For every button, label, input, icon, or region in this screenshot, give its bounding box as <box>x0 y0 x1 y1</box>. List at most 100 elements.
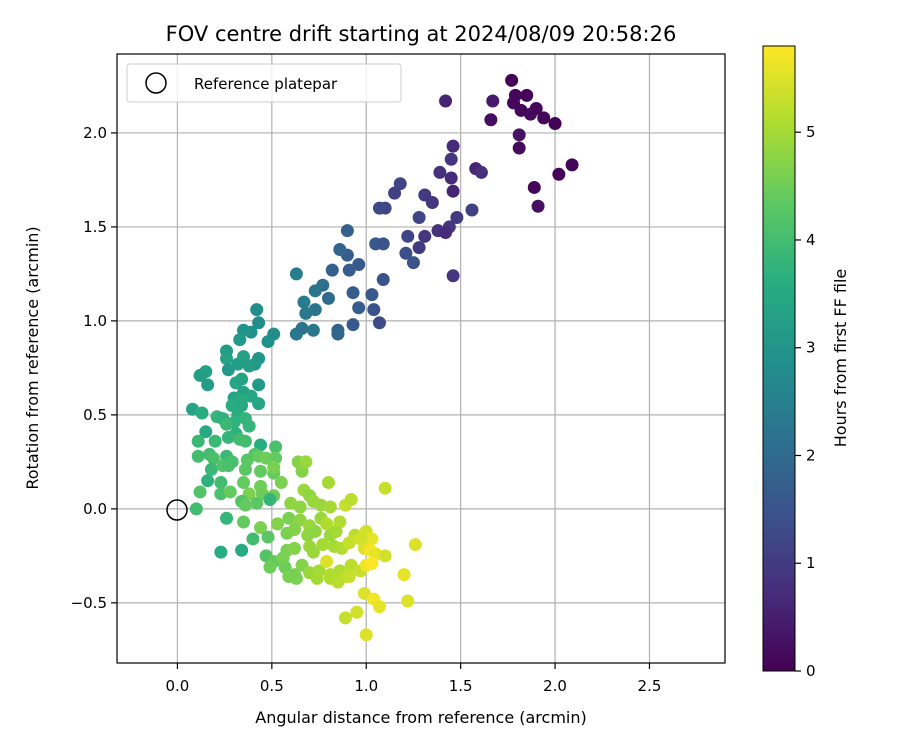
scatter-point <box>301 528 315 542</box>
scatter-point <box>444 171 458 185</box>
colorbar-gradient <box>762 45 796 672</box>
scatter-point <box>274 476 288 490</box>
scatter-point <box>193 368 207 382</box>
scatter-point <box>357 586 371 600</box>
scatter-point <box>289 571 303 585</box>
scatter-point <box>401 229 415 243</box>
scatter-point <box>512 128 526 142</box>
scatter-point <box>195 406 209 420</box>
scatter-point <box>206 451 220 465</box>
scatter-point <box>237 515 251 529</box>
scatter-point <box>548 117 562 131</box>
scatter-point <box>474 165 488 179</box>
scatter-point <box>333 242 347 256</box>
scatter-point <box>320 555 334 568</box>
scatter-point <box>233 333 247 347</box>
scatter-point <box>446 269 460 283</box>
scatter-point <box>342 263 356 277</box>
data-points <box>186 73 579 642</box>
y-tick-label: 0.0 <box>83 500 107 518</box>
scatter-point <box>191 434 205 448</box>
x-tick-label: 0.5 <box>260 677 284 695</box>
scatter-point <box>221 459 235 473</box>
plot-frame <box>116 53 726 664</box>
scatter-point <box>331 575 345 589</box>
scatter-point <box>293 513 307 527</box>
scatter-point <box>320 517 334 531</box>
scatter-point <box>527 180 541 194</box>
scatter-point <box>214 476 228 490</box>
scatter-point <box>342 570 356 584</box>
scatter-point <box>242 359 256 373</box>
scatter-point <box>537 111 551 125</box>
reference-platepar-marker <box>166 499 188 521</box>
scatter-point <box>323 500 337 514</box>
scatter-point <box>552 167 566 181</box>
scatter-point <box>282 511 296 525</box>
y-tick-label: 2.0 <box>83 124 107 142</box>
colorbar-tick-label: 3 <box>806 339 816 357</box>
scatter-point <box>220 417 234 431</box>
scatter-point <box>306 545 320 559</box>
scatter-point <box>214 545 228 559</box>
colorbar-tick-label: 2 <box>806 446 816 464</box>
scatter-point <box>465 203 479 217</box>
colorbar-tick-label: 1 <box>806 554 816 572</box>
scatter-point <box>372 600 386 614</box>
scatter-point <box>378 549 392 563</box>
scatter-point <box>193 485 207 499</box>
y-tick-label: −0.5 <box>71 594 107 612</box>
scatter-point <box>401 594 415 608</box>
scatter-point <box>221 363 235 377</box>
scatter-point <box>267 461 281 475</box>
scatter-point <box>378 481 392 495</box>
scatter-point <box>201 474 215 488</box>
x-tick-label: 2.0 <box>543 677 567 695</box>
scatter-point <box>388 186 402 200</box>
scatter-point <box>261 530 275 544</box>
scatter-point <box>225 398 239 412</box>
y-axis-ticks: −0.5 0.0 0.5 1.0 1.5 2.0 <box>71 124 117 612</box>
scatter-point <box>289 267 303 281</box>
y-tick-label: 0.5 <box>83 406 107 424</box>
scatter-point <box>250 303 264 317</box>
scatter-point <box>331 327 345 341</box>
scatter-point <box>306 323 320 337</box>
scatter-point <box>342 536 356 550</box>
scatter-point <box>529 102 543 116</box>
scatter-point <box>372 201 386 215</box>
scatter-point <box>199 425 213 439</box>
scatter-point <box>221 430 235 444</box>
scatter-point <box>325 263 339 277</box>
scatter-point <box>365 532 379 546</box>
scatter-point <box>259 451 273 465</box>
scatter-point <box>220 352 234 365</box>
x-tick-label: 1.5 <box>449 677 473 695</box>
scatter-point <box>446 184 460 198</box>
scatter-point <box>365 556 379 570</box>
scatter-point <box>439 94 453 108</box>
scatter-point <box>350 605 364 619</box>
scatter-point <box>344 492 358 506</box>
x-axis-label: Angular distance from reference (arcmin) <box>255 708 586 727</box>
colorbar-ticks: 0 1 2 3 4 5 <box>795 123 816 680</box>
scatter-point <box>367 303 381 317</box>
scatter-point <box>376 273 390 287</box>
scatter-point <box>512 141 526 155</box>
scatter-point <box>520 88 534 102</box>
scatter-point <box>408 538 422 552</box>
scatter-point <box>393 177 407 191</box>
scatter-point <box>372 316 386 330</box>
scatter-point <box>297 295 311 309</box>
scatter-point <box>223 485 237 499</box>
scatter-point <box>329 524 343 538</box>
scatter-point <box>252 316 266 330</box>
scatter-point <box>263 560 277 574</box>
scatter-point <box>235 543 249 557</box>
scatter-point <box>316 538 330 552</box>
chart-title: FOV centre drift starting at 2024/08/09 … <box>166 22 677 46</box>
scatter-point <box>338 611 352 625</box>
scatter-point <box>376 237 390 251</box>
x-tick-label: 1.0 <box>354 677 378 695</box>
scatter-point <box>189 502 203 516</box>
